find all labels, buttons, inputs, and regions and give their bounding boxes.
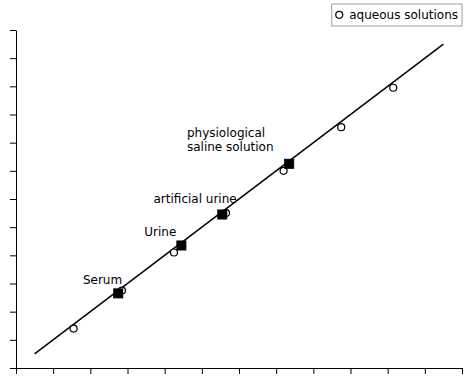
legend-label: aqueous solutions [349,8,458,22]
tick [10,86,16,87]
tick-mark [165,368,166,374]
tick-mark [425,368,426,374]
tick [90,368,91,374]
tick [313,368,314,374]
square-point [177,241,186,250]
tick-mark [90,368,91,374]
tick [239,368,240,374]
tick-mark [276,368,277,374]
annotation: artificial urine [154,192,237,206]
tick-mark [53,368,54,374]
tick [276,368,277,374]
axis-line [16,31,17,369]
calibration-line [35,44,444,354]
tick [10,143,16,144]
marks [35,44,444,354]
tick [425,368,426,374]
tick [10,368,16,369]
tick [53,368,54,374]
tick [10,255,16,256]
tick [10,312,16,313]
tick-mark [10,199,16,200]
tick-mark [10,227,16,228]
tick [16,368,17,374]
tick-mark [462,368,463,374]
square-point [218,210,227,219]
legend-swatch [336,11,343,18]
tick-mark [16,368,17,374]
tick [10,340,16,341]
annotation: physiologicalsaline solution [187,126,274,154]
tick [10,115,16,116]
plot: Serum Urine artificial urine physiologicals… [10,31,463,375]
y-axis [10,31,17,369]
tick-mark [128,368,129,374]
tick-mark [239,368,240,374]
tick-mark [10,115,16,116]
tick-mark [10,284,16,285]
tick-mark [202,368,203,374]
tick [10,171,16,172]
x-axis [17,368,463,374]
tick [462,368,463,374]
legend-item: aqueous solutions [336,8,458,22]
tick [10,284,16,285]
tick [128,368,129,374]
tick-mark [10,143,16,144]
tick [10,199,16,200]
tick-mark [313,368,314,374]
tick [10,58,16,59]
chart: Serum Urine artificial urine physiologicals… [0,0,474,384]
square-point [285,159,294,168]
tick [10,30,16,31]
tick [202,368,203,374]
tick-mark [10,312,16,313]
circle-point [390,84,397,91]
tick-mark [10,340,16,341]
tick-mark [351,368,352,374]
tick [165,368,166,374]
tick-mark [10,86,16,87]
tick-mark [10,368,16,369]
tick-mark [10,255,16,256]
tick [388,368,389,374]
annotation: Urine [144,225,176,239]
circle-point [70,325,77,332]
tick [10,227,16,228]
tick-mark [388,368,389,374]
tick [351,368,352,374]
tick-mark [10,171,16,172]
annotations: Serum Urine artificial urine physiologicals… [83,126,274,286]
tick-mark [10,30,16,31]
tick-mark [10,58,16,59]
legend: aqueous solutions [332,4,462,26]
legend-frame [332,4,462,26]
square-point [114,289,123,298]
annotation: Serum [83,273,122,287]
circle-point [338,124,345,131]
